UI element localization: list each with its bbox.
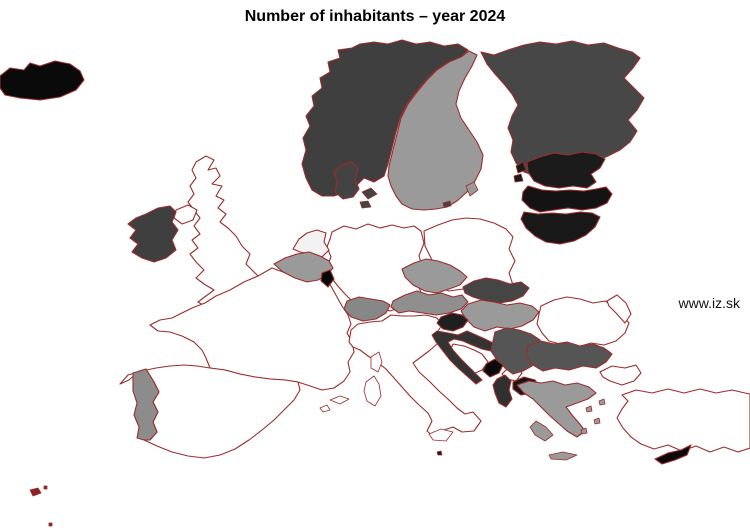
country-greece — [516, 380, 597, 438]
country-switzerland — [343, 296, 391, 322]
watermark-link: www.iz.sk — [678, 295, 740, 311]
country-slovenia — [436, 312, 469, 332]
country-iceland — [0, 60, 85, 101]
country-serbia — [490, 327, 541, 375]
island-corsica — [370, 351, 383, 373]
peninsula-peloponnese — [529, 420, 554, 442]
country-luxembourg — [320, 269, 335, 288]
islands-estonia — [513, 161, 527, 183]
country-lithuania — [520, 211, 601, 245]
country-slovakia — [462, 277, 530, 304]
country-austria — [390, 290, 469, 316]
island-gotland — [465, 181, 479, 197]
country-norway — [301, 39, 469, 197]
islands-denmark — [359, 187, 452, 209]
islands-aegean — [580, 398, 606, 435]
country-estonia — [526, 151, 606, 189]
country-latvia — [521, 185, 613, 213]
country-finland — [480, 40, 645, 177]
country-portugal — [132, 368, 160, 441]
country-sweden — [387, 50, 484, 211]
country-turkey-anatolia — [616, 388, 750, 453]
country-italy — [348, 314, 482, 440]
country-belgium — [273, 251, 334, 283]
map-title: Number of inhabitants – year 2024 — [244, 8, 506, 25]
country-cyprus — [654, 444, 692, 465]
island-sardinia — [363, 375, 382, 407]
island-malta — [436, 450, 443, 456]
country-czechia — [401, 258, 468, 294]
country-ireland — [127, 205, 179, 263]
country-albania — [492, 374, 513, 408]
country-bulgaria — [525, 340, 613, 372]
country-croatia — [431, 330, 494, 385]
country-turkey-thrace — [599, 364, 642, 386]
country-moldova — [606, 294, 632, 324]
island-crete — [548, 451, 578, 461]
islands-balearic — [319, 395, 350, 413]
country-montenegro — [482, 358, 504, 378]
country-denmark — [333, 161, 360, 200]
island-sicily — [428, 428, 454, 442]
islands-madeira-canary — [29, 485, 53, 527]
country-borders-group — [0, 39, 750, 527]
country-northern-ireland — [173, 204, 198, 225]
country-romania — [536, 296, 630, 348]
country-hungary — [460, 299, 540, 332]
